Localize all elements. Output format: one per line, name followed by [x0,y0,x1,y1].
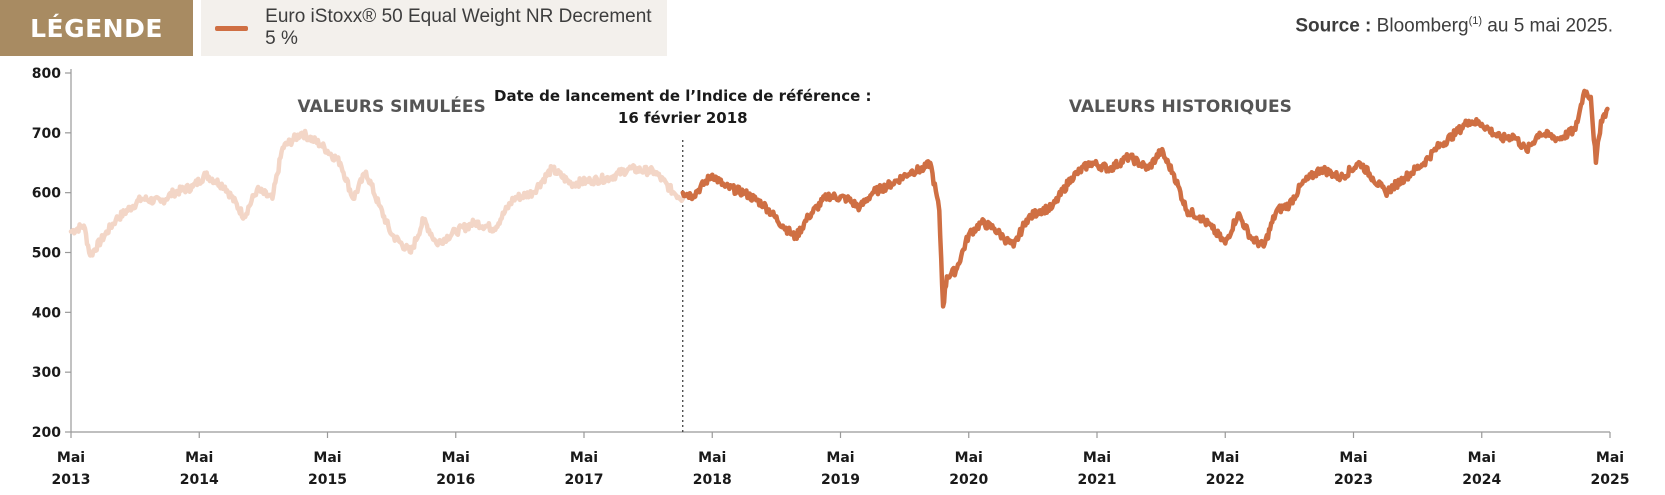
legend-box: Euro iStoxx® 50 Equal Weight NR Decremen… [201,0,667,56]
source-label: Source : [1295,15,1372,37]
source-footnote: (1) [1468,15,1483,27]
series-layer [68,88,1610,309]
historic-values-label: VALEURS HISTORIQUES [1069,97,1292,117]
x-tick-month: Mai [313,450,341,466]
simulated-values-label: VALEURS SIMULÉES [297,95,485,117]
source-note: Source : Bloomberg(1) au 5 mai 2025. [1295,15,1613,37]
legend-series-label: Euro iStoxx® 50 Equal Weight NR Decremen… [265,6,652,49]
launch-date-label-line2: 16 février 2018 [618,109,748,127]
x-tick-month: Mai [442,450,470,466]
x-tick-month: Mai [1596,450,1624,466]
source-text-after: au 5 mai 2025. [1482,15,1613,37]
x-tick-year: 2015 [308,472,347,488]
y-tick-label: 300 [32,365,61,381]
x-tick-year: 2018 [693,472,732,488]
x-tick-month: Mai [1339,450,1367,466]
legend-swatch [215,25,249,31]
x-tick-month: Mai [1083,450,1111,466]
x-tick-year: 2020 [949,472,988,488]
x-tick-year: 2019 [821,472,860,488]
x-tick-month: Mai [57,450,85,466]
source-text: Bloomberg [1376,15,1469,37]
x-tick-year: 2016 [436,472,475,488]
y-tick-label: 500 [32,246,61,262]
x-tick-year: 2023 [1334,472,1373,488]
x-tick-month: Mai [826,450,854,466]
legend-tag: LÉGENDE [0,0,193,56]
x-tick-year: 2013 [52,472,91,488]
y-tick-label: 600 [32,186,61,202]
simulated-series-line [68,128,686,258]
x-tick-month: Mai [1468,450,1496,466]
x-tick-month: Mai [698,450,726,466]
x-axis: Mai 2013 Mai 2014 Mai 2015 Mai 2016 Mai 2017 Mai 20… [52,431,1630,488]
x-tick-year: 2025 [1591,472,1630,488]
y-tick-label: 400 [32,305,61,321]
y-tick-label: 700 [32,126,61,142]
y-axis: 200 300 400 500 600 700 800 [32,66,72,441]
launch-date-label-line1: Date de lancement de l’Indice de référen… [494,87,872,105]
x-tick-month: Mai [1211,450,1239,466]
x-tick-year: 2024 [1462,472,1501,488]
y-tick-label: 800 [32,66,61,82]
x-tick-year: 2017 [565,472,604,488]
x-tick-year: 2021 [1078,472,1117,488]
x-tick-month: Mai [185,450,213,466]
x-tick-year: 2014 [180,472,219,488]
y-tick-label: 200 [32,425,61,441]
x-tick-month: Mai [570,450,598,466]
x-tick-year: 2022 [1206,472,1245,488]
historic-series-line [680,88,1610,309]
x-tick-month: Mai [955,450,983,466]
